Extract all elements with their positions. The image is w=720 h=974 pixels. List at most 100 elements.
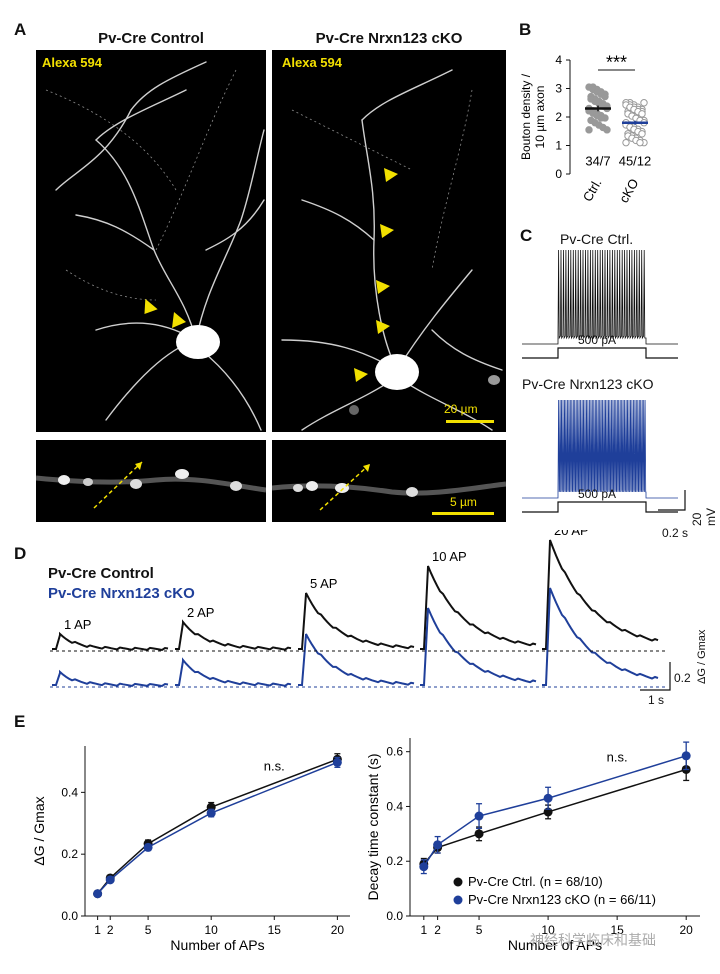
data-point (638, 110, 646, 118)
series-line (423, 755, 687, 868)
legend-label: Pv-Cre Ctrl. (n = 68/10) (468, 874, 603, 889)
y-tick-label: 1 (555, 139, 562, 153)
image-title-cko: Pv-Cre Nrxn123 cKO (315, 30, 463, 47)
calcium-trace (298, 633, 415, 686)
scale-bar-ephys (658, 490, 686, 511)
data-point (93, 889, 103, 899)
image-title-control: Pv-Cre Control (98, 30, 204, 47)
data-point (143, 842, 153, 852)
y-tick-label: 0.4 (386, 799, 403, 813)
linescan-line (319, 463, 371, 511)
panel-letter-c: C (520, 226, 533, 245)
calcium-traces: 1 AP 2 AP 5 AP 10 AP 20 AP (50, 530, 671, 691)
series-line (423, 768, 687, 865)
scale-label-20um: 20 µm (444, 402, 478, 416)
arrowhead-icon (380, 224, 394, 238)
data-point (638, 130, 646, 138)
x-axis-label: Number of APs (170, 937, 264, 953)
data-point (601, 92, 609, 101)
micrograph-control: Alexa 594 (36, 50, 266, 432)
data-point (433, 840, 443, 850)
micrograph-cko: Alexa 594 20 µm (272, 50, 506, 432)
calcium-trace (542, 587, 659, 686)
data-point (622, 138, 630, 147)
watermark-text: 神经科学临床和基础 (530, 932, 656, 948)
spike-train-ctrl (522, 249, 678, 345)
calcium-trace (52, 669, 169, 688)
soma-cko (375, 354, 419, 390)
y-tick-label: 4 (555, 53, 562, 67)
scale-label-mv: 20 mV (690, 508, 718, 526)
ap-count-label: 1 AP (64, 617, 91, 632)
neuron-image-cko (281, 69, 503, 431)
stain-label-cko: Alexa 594 (282, 55, 342, 70)
spike-trace (522, 249, 678, 345)
x-tick-label: 20 (331, 923, 345, 937)
x-tick-label: 15 (610, 923, 624, 937)
panel-letter-a: A (14, 20, 27, 39)
x-tick-label: cKO (616, 176, 642, 205)
x-tick-label: 1 (94, 923, 101, 937)
y-tick-label: 0.4 (61, 785, 78, 799)
data-point (474, 811, 484, 821)
y-tick-label: 0.2 (61, 847, 78, 861)
data-point (474, 829, 484, 839)
legend-cko: Pv-Cre Nrxn123 cKO (48, 585, 195, 602)
x-tick-label: 20 (680, 923, 694, 937)
ap-count-label: 2 AP (187, 605, 214, 620)
n-label: 45/12 (619, 153, 652, 168)
x-tick-label: 5 (145, 923, 152, 937)
arrowhead-icon (384, 168, 398, 182)
current-step-ctrl (522, 347, 678, 359)
arrow-head-icon (135, 462, 142, 470)
legend-label: Pv-Cre Nrxn123 cKO (n = 66/11) (468, 892, 656, 907)
x-tick-label: 1 (420, 923, 427, 937)
series-line (97, 758, 338, 895)
calcium-trace (542, 539, 659, 650)
legend-marker (453, 895, 463, 905)
data-point (597, 114, 605, 122)
scale-label-dg: 0.2 (674, 671, 691, 685)
trace-title-ctrl: Pv-Cre Ctrl. (560, 231, 634, 247)
significance-label: *** (606, 53, 627, 73)
significance-label: n.s. (264, 759, 285, 774)
ap-count-label: 5 AP (310, 576, 337, 591)
data-point (636, 138, 644, 147)
x-axis-label: Number of APs (508, 937, 602, 953)
calcium-trace (175, 619, 292, 651)
scale-label-5um: 5 µm (450, 495, 477, 509)
y-axis-label: Decay time constant (s) (365, 753, 381, 900)
y-tick-label: 3 (555, 82, 562, 96)
series-line (97, 761, 338, 895)
spike-trace (522, 399, 678, 499)
panel-letter-e: E (14, 712, 26, 731)
chart-b: 0 1 2 3 4 Bouton density /10 µm axon 34/7 Ctrl.… (520, 53, 652, 206)
x-tick-label: Ctrl. (580, 176, 605, 204)
stain-label-control: Alexa 594 (42, 55, 102, 70)
y-tick-label: 0.0 (386, 909, 403, 923)
data-point (105, 875, 115, 885)
arrowhead-icon (376, 320, 390, 334)
x-tick-label: 2 (434, 923, 441, 937)
arrowhead-icon (172, 312, 186, 328)
y-axis-label: Bouton density /10 µm axon (520, 73, 547, 160)
step-label-cko: 500 pA (578, 487, 617, 501)
data-point (419, 862, 429, 872)
calcium-trace (420, 607, 537, 686)
x-tick-label: 2 (107, 923, 114, 937)
calcium-trace (52, 631, 169, 652)
n-label: 34/7 (585, 153, 610, 168)
significance-label: n.s. (607, 749, 628, 764)
ap-count-label: 10 AP (432, 549, 467, 564)
y-tick-label: 0.6 (386, 745, 403, 759)
soma-control (176, 325, 220, 359)
arrowhead-icon (354, 368, 368, 382)
data-point (640, 99, 648, 107)
y-tick-label: 2 (555, 110, 562, 124)
x-tick-label: 10 (541, 923, 555, 937)
x-tick-label: 10 (205, 923, 219, 937)
calcium-trace (175, 657, 292, 687)
data-point (332, 757, 342, 767)
y-tick-label: 0.0 (61, 909, 78, 923)
data-point (543, 793, 553, 803)
